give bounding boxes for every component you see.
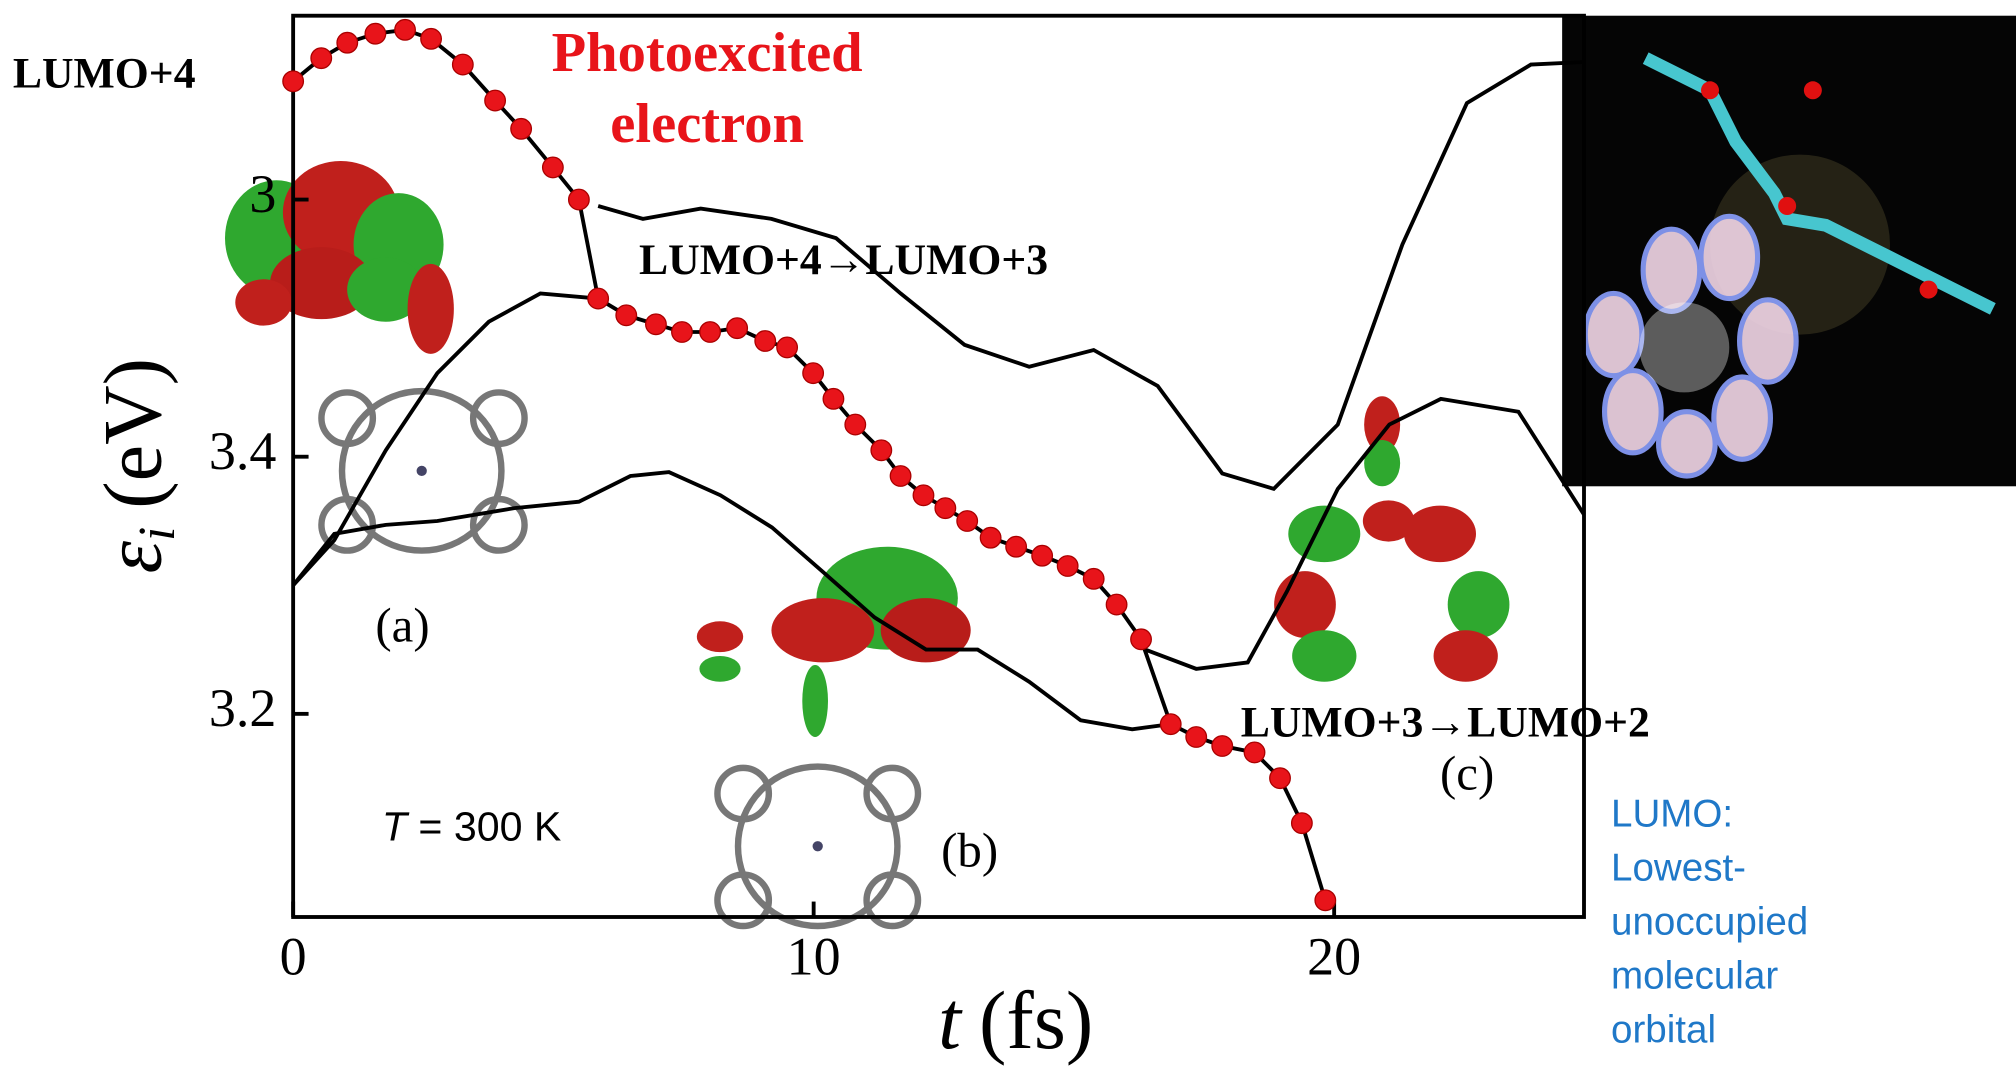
series-marker [1315, 890, 1336, 911]
series-marker [1083, 569, 1104, 590]
series-marker [845, 414, 866, 435]
annotation: LUMO+4 [13, 49, 196, 97]
annotation: (c) [1440, 745, 1494, 800]
series-marker [1131, 629, 1152, 650]
x-tick-label: 10 [787, 926, 841, 986]
x-axis-symbol: t [938, 975, 963, 1066]
series-marker [646, 314, 667, 335]
series-marker [453, 54, 474, 75]
series-marker [1160, 714, 1181, 735]
y-tick-label: 3 [249, 164, 276, 224]
series-marker [980, 527, 1001, 548]
annotation: (b) [941, 822, 998, 877]
y-tick-label: 3.2 [209, 678, 276, 738]
series-marker [727, 318, 748, 339]
inset-image [1562, 16, 2016, 487]
annotation: T = 300 K [382, 803, 561, 849]
annotation: LUMO+3→LUMO+2 [1241, 699, 1650, 747]
series-marker [421, 29, 442, 50]
y-axis-subscript: i [129, 527, 186, 541]
page: {"chart_data": { "type": "line", "xlabel… [0, 0, 2016, 1078]
series-marker [1057, 556, 1078, 577]
series-marker [395, 20, 416, 41]
series-marker [511, 119, 532, 140]
series-marker [616, 305, 637, 326]
series-marker [672, 322, 693, 343]
porphyrin-b [717, 767, 918, 926]
figure: t(fs) εi (eV) 0 10 20 3.2 3.4 3 Photoexcitedele… [0, 0, 2016, 1078]
series-marker [823, 389, 844, 410]
series-marker [890, 466, 911, 487]
y-axis-symbol: ε [87, 540, 178, 573]
x-tick-label: 20 [1307, 926, 1361, 986]
x-axis-label: t(fs) [938, 975, 1093, 1066]
series-marker [913, 485, 934, 506]
y-tick-label: 3.4 [209, 421, 276, 481]
series-marker [1292, 813, 1313, 834]
series-marker [543, 157, 564, 178]
series-marker [1212, 736, 1233, 757]
series-marker [569, 189, 590, 210]
series-marker [755, 331, 776, 352]
x-axis-unit: (fs) [979, 975, 1093, 1066]
annotation: LUMO+4→LUMO+3 [639, 236, 1048, 284]
series-marker [365, 23, 386, 44]
series-marker [803, 363, 824, 384]
series-marker [337, 32, 358, 53]
series-marker [700, 322, 721, 343]
series-marker [1186, 727, 1207, 748]
series-marker [283, 71, 304, 92]
porphyrin-a [321, 391, 524, 550]
series-marker [957, 511, 978, 532]
annotation: (a) [375, 597, 429, 652]
series-marker [485, 90, 506, 111]
series-marker [588, 288, 609, 309]
series-marker [311, 48, 332, 69]
series-marker [777, 337, 798, 358]
y-axis-unit: (eV) [87, 358, 178, 509]
x-tick-label: 0 [280, 926, 307, 986]
series-marker [1270, 768, 1291, 789]
y-axis-label: εi (eV) [87, 358, 185, 573]
series-marker [935, 498, 956, 519]
orbital-c [1274, 396, 1509, 681]
series-marker [1106, 594, 1127, 615]
series-marker [1006, 536, 1027, 557]
series-marker [871, 440, 892, 461]
orbital-b [697, 547, 971, 737]
series-line [1145, 399, 1584, 669]
series-marker [1032, 545, 1053, 566]
